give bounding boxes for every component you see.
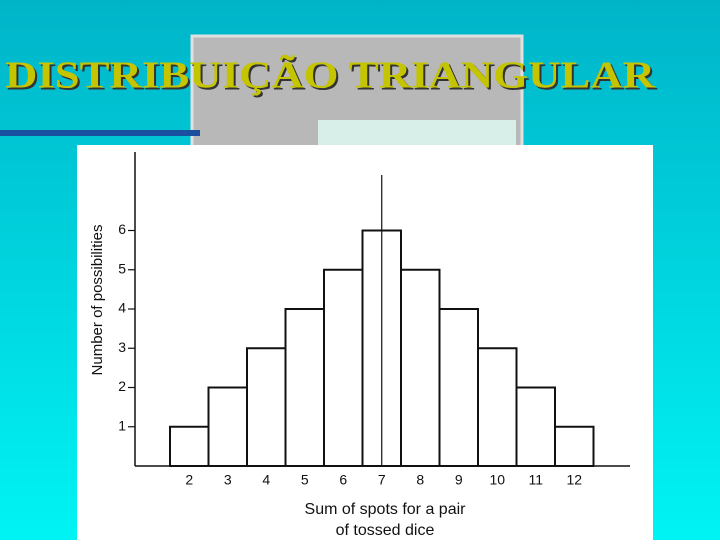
- y-tick-label: 2: [118, 378, 126, 394]
- x-tick-label: 7: [378, 472, 386, 488]
- bar: [400, 268, 441, 467]
- bar: [554, 425, 595, 467]
- x-tick-label: 11: [528, 472, 543, 488]
- bar: [515, 386, 556, 467]
- x-tick-label: 12: [566, 472, 582, 488]
- bar: [169, 425, 210, 467]
- bar: [323, 268, 364, 467]
- y-tick-label: 5: [118, 260, 126, 276]
- bar: [438, 308, 479, 467]
- bar: [284, 308, 325, 467]
- chart-title: DISTRIBUIÇÃO TRIANGULAR: [5, 55, 656, 97]
- y-tick-label: 6: [118, 221, 126, 237]
- logo-panel: [318, 120, 516, 148]
- x-tick-label: 6: [339, 472, 347, 488]
- x-axis-label: Sum of spots for a pair: [305, 501, 467, 518]
- x-axis-label: of tossed dice: [336, 522, 435, 539]
- bar: [246, 347, 287, 467]
- x-tick-label: 5: [301, 472, 309, 488]
- x-tick-label: 2: [185, 472, 193, 488]
- x-tick-label: 4: [262, 472, 270, 488]
- bar: [477, 347, 518, 467]
- x-tick-label: 10: [489, 472, 505, 488]
- bar: [207, 386, 248, 467]
- y-tick-label: 1: [118, 417, 126, 433]
- x-tick-label: 8: [416, 472, 424, 488]
- y-axis-label: Number of possibilities: [89, 225, 106, 376]
- title-shadow: DISTRIBUIÇÃO TRIANGULAR: [7, 57, 658, 99]
- y-tick-label: 3: [118, 339, 126, 355]
- x-tick-label: 3: [224, 472, 232, 488]
- y-tick-label: 4: [118, 300, 126, 316]
- x-tick-label: 9: [455, 472, 463, 488]
